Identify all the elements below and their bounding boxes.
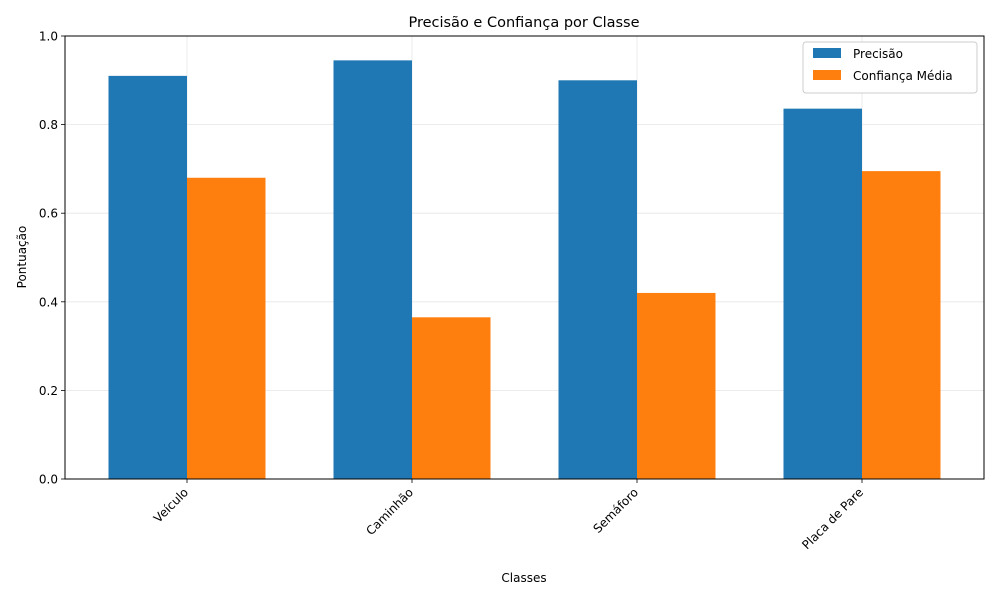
bar-confianca-2 [637,292,716,479]
bar-precisao-0 [108,75,187,480]
chart-title: Precisão e Confiança por Classe [408,15,639,31]
bar-confianca-3 [862,171,941,480]
bar-precisao-1 [333,60,412,480]
bar-precisao-2 [558,80,637,480]
axes [64,35,985,480]
x-axis-ticks: Veículo Caminhão Semáforo Placa de Pare [151,479,866,552]
y-tick-label: 0.4 [39,295,58,309]
y-tick-label: 0.0 [39,473,58,487]
legend: Precisão Confiança Média [802,41,978,94]
x-axis-label: Classes [501,571,546,585]
y-tick-label: 1.0 [39,30,58,44]
legend-box [802,41,978,94]
bar-confianca-0 [187,177,266,479]
x-tick-label: Caminhão [363,485,416,538]
legend-swatch [813,70,841,80]
bar-precisao-3 [783,108,862,479]
plot-frame [64,35,985,480]
x-tick-label: Semáforo [590,485,641,536]
x-tick-label: Veículo [151,485,191,525]
legend-label: Confiança Média [853,69,953,83]
y-tick-label: 0.6 [39,207,58,221]
legend-label: Precisão [853,47,903,61]
legend-swatch [813,48,841,58]
bar-confianca-1 [412,317,491,479]
y-tick-label: 0.8 [39,118,58,132]
y-tick-label: 0.2 [39,384,58,398]
x-tick-label: Placa de Pare [799,485,866,552]
y-axis-ticks: 0.0 0.2 0.4 0.6 0.8 1.0 [39,30,65,487]
bars [108,60,941,480]
y-axis-label: Pontuação [15,226,29,289]
